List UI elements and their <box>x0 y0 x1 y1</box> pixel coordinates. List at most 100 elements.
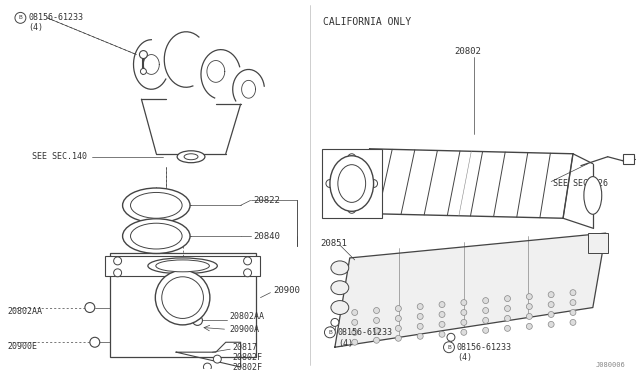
Circle shape <box>570 310 576 315</box>
Circle shape <box>570 299 576 305</box>
Circle shape <box>396 305 401 311</box>
Circle shape <box>439 331 445 337</box>
Circle shape <box>15 12 26 23</box>
Circle shape <box>348 205 356 213</box>
Circle shape <box>447 333 455 341</box>
Circle shape <box>417 323 423 329</box>
Ellipse shape <box>330 156 374 211</box>
Text: 20802AA: 20802AA <box>8 307 42 316</box>
Circle shape <box>461 310 467 315</box>
Ellipse shape <box>162 277 204 318</box>
Circle shape <box>439 302 445 308</box>
Polygon shape <box>588 233 608 253</box>
Ellipse shape <box>148 258 218 274</box>
Ellipse shape <box>184 154 198 160</box>
Text: 08156-61233: 08156-61233 <box>28 13 83 22</box>
Text: CALIFORNIA ONLY: CALIFORNIA ONLY <box>323 17 411 27</box>
Text: 20817: 20817 <box>232 343 257 352</box>
Circle shape <box>204 363 211 371</box>
Polygon shape <box>109 253 255 357</box>
Circle shape <box>352 329 358 335</box>
Circle shape <box>396 315 401 321</box>
Text: (4): (4) <box>338 339 353 348</box>
Text: B: B <box>328 330 332 335</box>
Circle shape <box>244 257 252 265</box>
Circle shape <box>374 337 380 343</box>
Circle shape <box>526 314 532 320</box>
Circle shape <box>483 317 489 323</box>
Text: 08156-61233: 08156-61233 <box>338 328 393 337</box>
Circle shape <box>548 311 554 317</box>
Text: 20840: 20840 <box>253 232 280 241</box>
Circle shape <box>570 320 576 326</box>
Circle shape <box>526 304 532 310</box>
Circle shape <box>140 51 147 58</box>
Text: J080006: J080006 <box>596 362 625 368</box>
Circle shape <box>396 335 401 341</box>
Text: 08156-61233: 08156-61233 <box>457 343 512 352</box>
Circle shape <box>461 320 467 326</box>
Circle shape <box>244 269 252 277</box>
Text: B: B <box>19 15 22 20</box>
Circle shape <box>352 310 358 315</box>
Ellipse shape <box>156 270 210 325</box>
Circle shape <box>352 320 358 326</box>
Ellipse shape <box>177 151 205 163</box>
Circle shape <box>370 180 378 187</box>
Text: 20802: 20802 <box>454 47 481 56</box>
Circle shape <box>352 339 358 345</box>
Text: SEE SEC.140: SEE SEC.140 <box>32 152 87 161</box>
Circle shape <box>504 315 511 321</box>
Text: B: B <box>447 345 451 350</box>
Circle shape <box>548 321 554 327</box>
Circle shape <box>324 327 335 338</box>
Circle shape <box>461 299 467 305</box>
Circle shape <box>439 321 445 327</box>
Circle shape <box>504 326 511 331</box>
Circle shape <box>417 314 423 320</box>
Text: 20900E: 20900E <box>8 342 38 351</box>
Circle shape <box>461 329 467 335</box>
Ellipse shape <box>331 281 349 295</box>
Polygon shape <box>322 149 381 218</box>
Ellipse shape <box>123 188 190 223</box>
Text: 20802F: 20802F <box>232 363 262 372</box>
Text: 20802F: 20802F <box>232 353 262 362</box>
Ellipse shape <box>156 260 209 272</box>
Circle shape <box>348 154 356 162</box>
Text: 20822: 20822 <box>253 196 280 205</box>
Circle shape <box>483 327 489 333</box>
Text: (4): (4) <box>457 353 472 362</box>
Text: 20900: 20900 <box>273 286 300 295</box>
Circle shape <box>504 305 511 311</box>
Ellipse shape <box>331 261 349 275</box>
Circle shape <box>444 342 454 353</box>
Circle shape <box>548 302 554 308</box>
Circle shape <box>213 355 221 363</box>
Circle shape <box>439 311 445 317</box>
Circle shape <box>374 317 380 323</box>
Text: SEE SEC.226: SEE SEC.226 <box>553 179 608 188</box>
Ellipse shape <box>131 223 182 249</box>
Text: 20802AA: 20802AA <box>229 312 264 321</box>
Circle shape <box>570 290 576 296</box>
Polygon shape <box>335 233 605 347</box>
Circle shape <box>526 294 532 299</box>
Circle shape <box>326 180 334 187</box>
Circle shape <box>140 68 147 74</box>
Text: 20851: 20851 <box>320 238 347 247</box>
Circle shape <box>417 304 423 310</box>
Circle shape <box>114 257 122 265</box>
Circle shape <box>90 337 100 347</box>
Circle shape <box>331 318 339 326</box>
Ellipse shape <box>584 177 602 214</box>
Circle shape <box>85 302 95 312</box>
Text: 20900A: 20900A <box>229 325 259 334</box>
Circle shape <box>193 315 202 326</box>
Circle shape <box>483 308 489 314</box>
Circle shape <box>374 308 380 314</box>
Ellipse shape <box>331 301 349 314</box>
Circle shape <box>396 326 401 331</box>
Circle shape <box>548 292 554 298</box>
Ellipse shape <box>131 192 182 218</box>
